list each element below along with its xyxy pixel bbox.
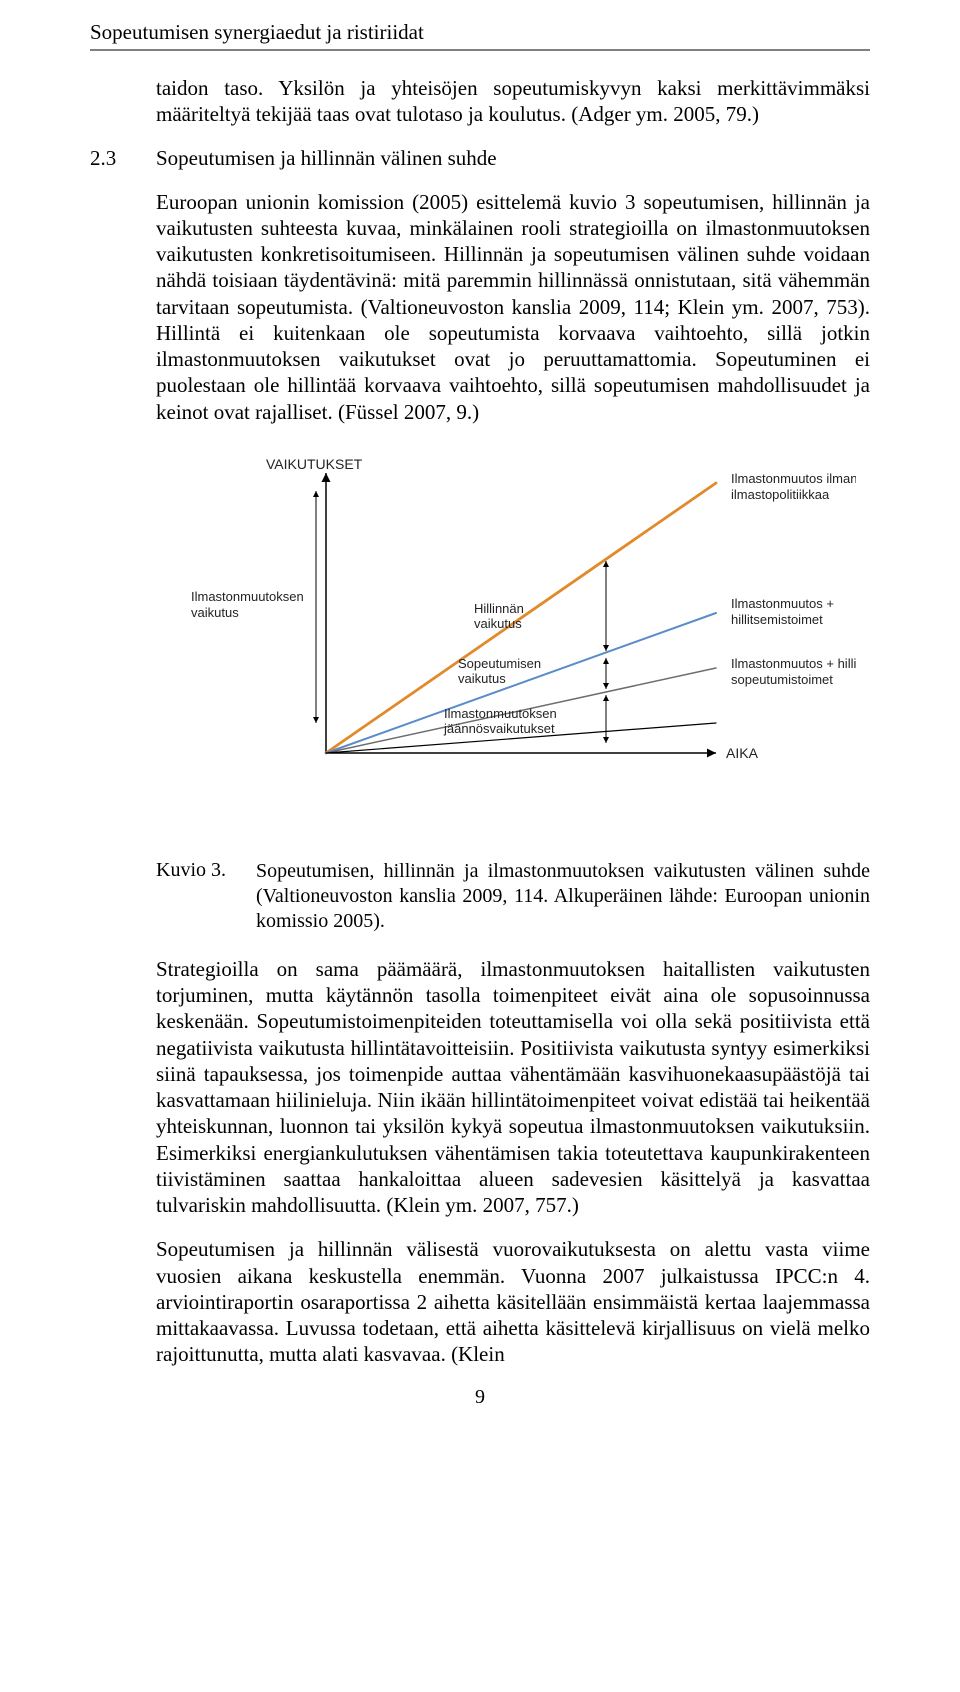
chart-svg: VAIKUTUKSETAIKAIlmastonmuutoksenvaikutus… — [156, 443, 856, 823]
running-head: Sopeutumisen synergiaedut ja ristiriidat — [90, 20, 870, 51]
paragraph-1: taidon taso. Yksilön ja yhteisöjen sopeu… — [156, 75, 870, 128]
figure-caption: Kuvio 3. Sopeutumisen, hillinnän ja ilma… — [156, 859, 870, 934]
figure-3-chart: VAIKUTUKSETAIKAIlmastonmuutoksenvaikutus… — [156, 443, 870, 823]
page-number: 9 — [90, 1386, 870, 1409]
svg-text:Sopeutumisen: Sopeutumisen — [458, 656, 541, 671]
paragraph-4: Sopeutumisen ja hillinnän välisestä vuor… — [156, 1236, 870, 1367]
svg-text:Ilmastonmuutos ilman: Ilmastonmuutos ilman — [731, 471, 856, 486]
svg-text:AIKA: AIKA — [726, 745, 759, 761]
svg-text:vaikutus: vaikutus — [458, 671, 506, 686]
svg-text:Ilmastonmuutos + hillitsemis-: Ilmastonmuutos + hillitsemis- ja — [731, 656, 856, 671]
section-heading: 2.3 Sopeutumisen ja hillinnän välinen su… — [90, 146, 870, 171]
svg-text:jäännösvaikutukset: jäännösvaikutukset — [443, 721, 555, 736]
svg-text:Hillinnän: Hillinnän — [474, 601, 524, 616]
svg-text:vaikutus: vaikutus — [191, 605, 239, 620]
section-number: 2.3 — [90, 146, 156, 171]
svg-text:ilmastopolitiikkaa: ilmastopolitiikkaa — [731, 487, 830, 502]
svg-text:Ilmastonmuutoksen: Ilmastonmuutoksen — [444, 706, 557, 721]
svg-text:sopeutumistoimet: sopeutumistoimet — [731, 672, 833, 687]
svg-text:hillitsemistoimet: hillitsemistoimet — [731, 612, 823, 627]
caption-text: Sopeutumisen, hillinnän ja ilmastonmuuto… — [256, 859, 870, 934]
svg-text:vaikutus: vaikutus — [474, 616, 522, 631]
caption-label: Kuvio 3. — [156, 859, 256, 934]
svg-text:Ilmastonmuutoksen: Ilmastonmuutoksen — [191, 589, 304, 604]
paragraph-2: Euroopan unionin komission (2005) esitte… — [156, 189, 870, 425]
paragraph-3: Strategioilla on sama päämäärä, ilmaston… — [156, 956, 870, 1219]
svg-text:VAIKUTUKSET: VAIKUTUKSET — [266, 456, 363, 472]
svg-text:Ilmastonmuutos +: Ilmastonmuutos + — [731, 596, 834, 611]
section-title: Sopeutumisen ja hillinnän välinen suhde — [156, 146, 497, 171]
